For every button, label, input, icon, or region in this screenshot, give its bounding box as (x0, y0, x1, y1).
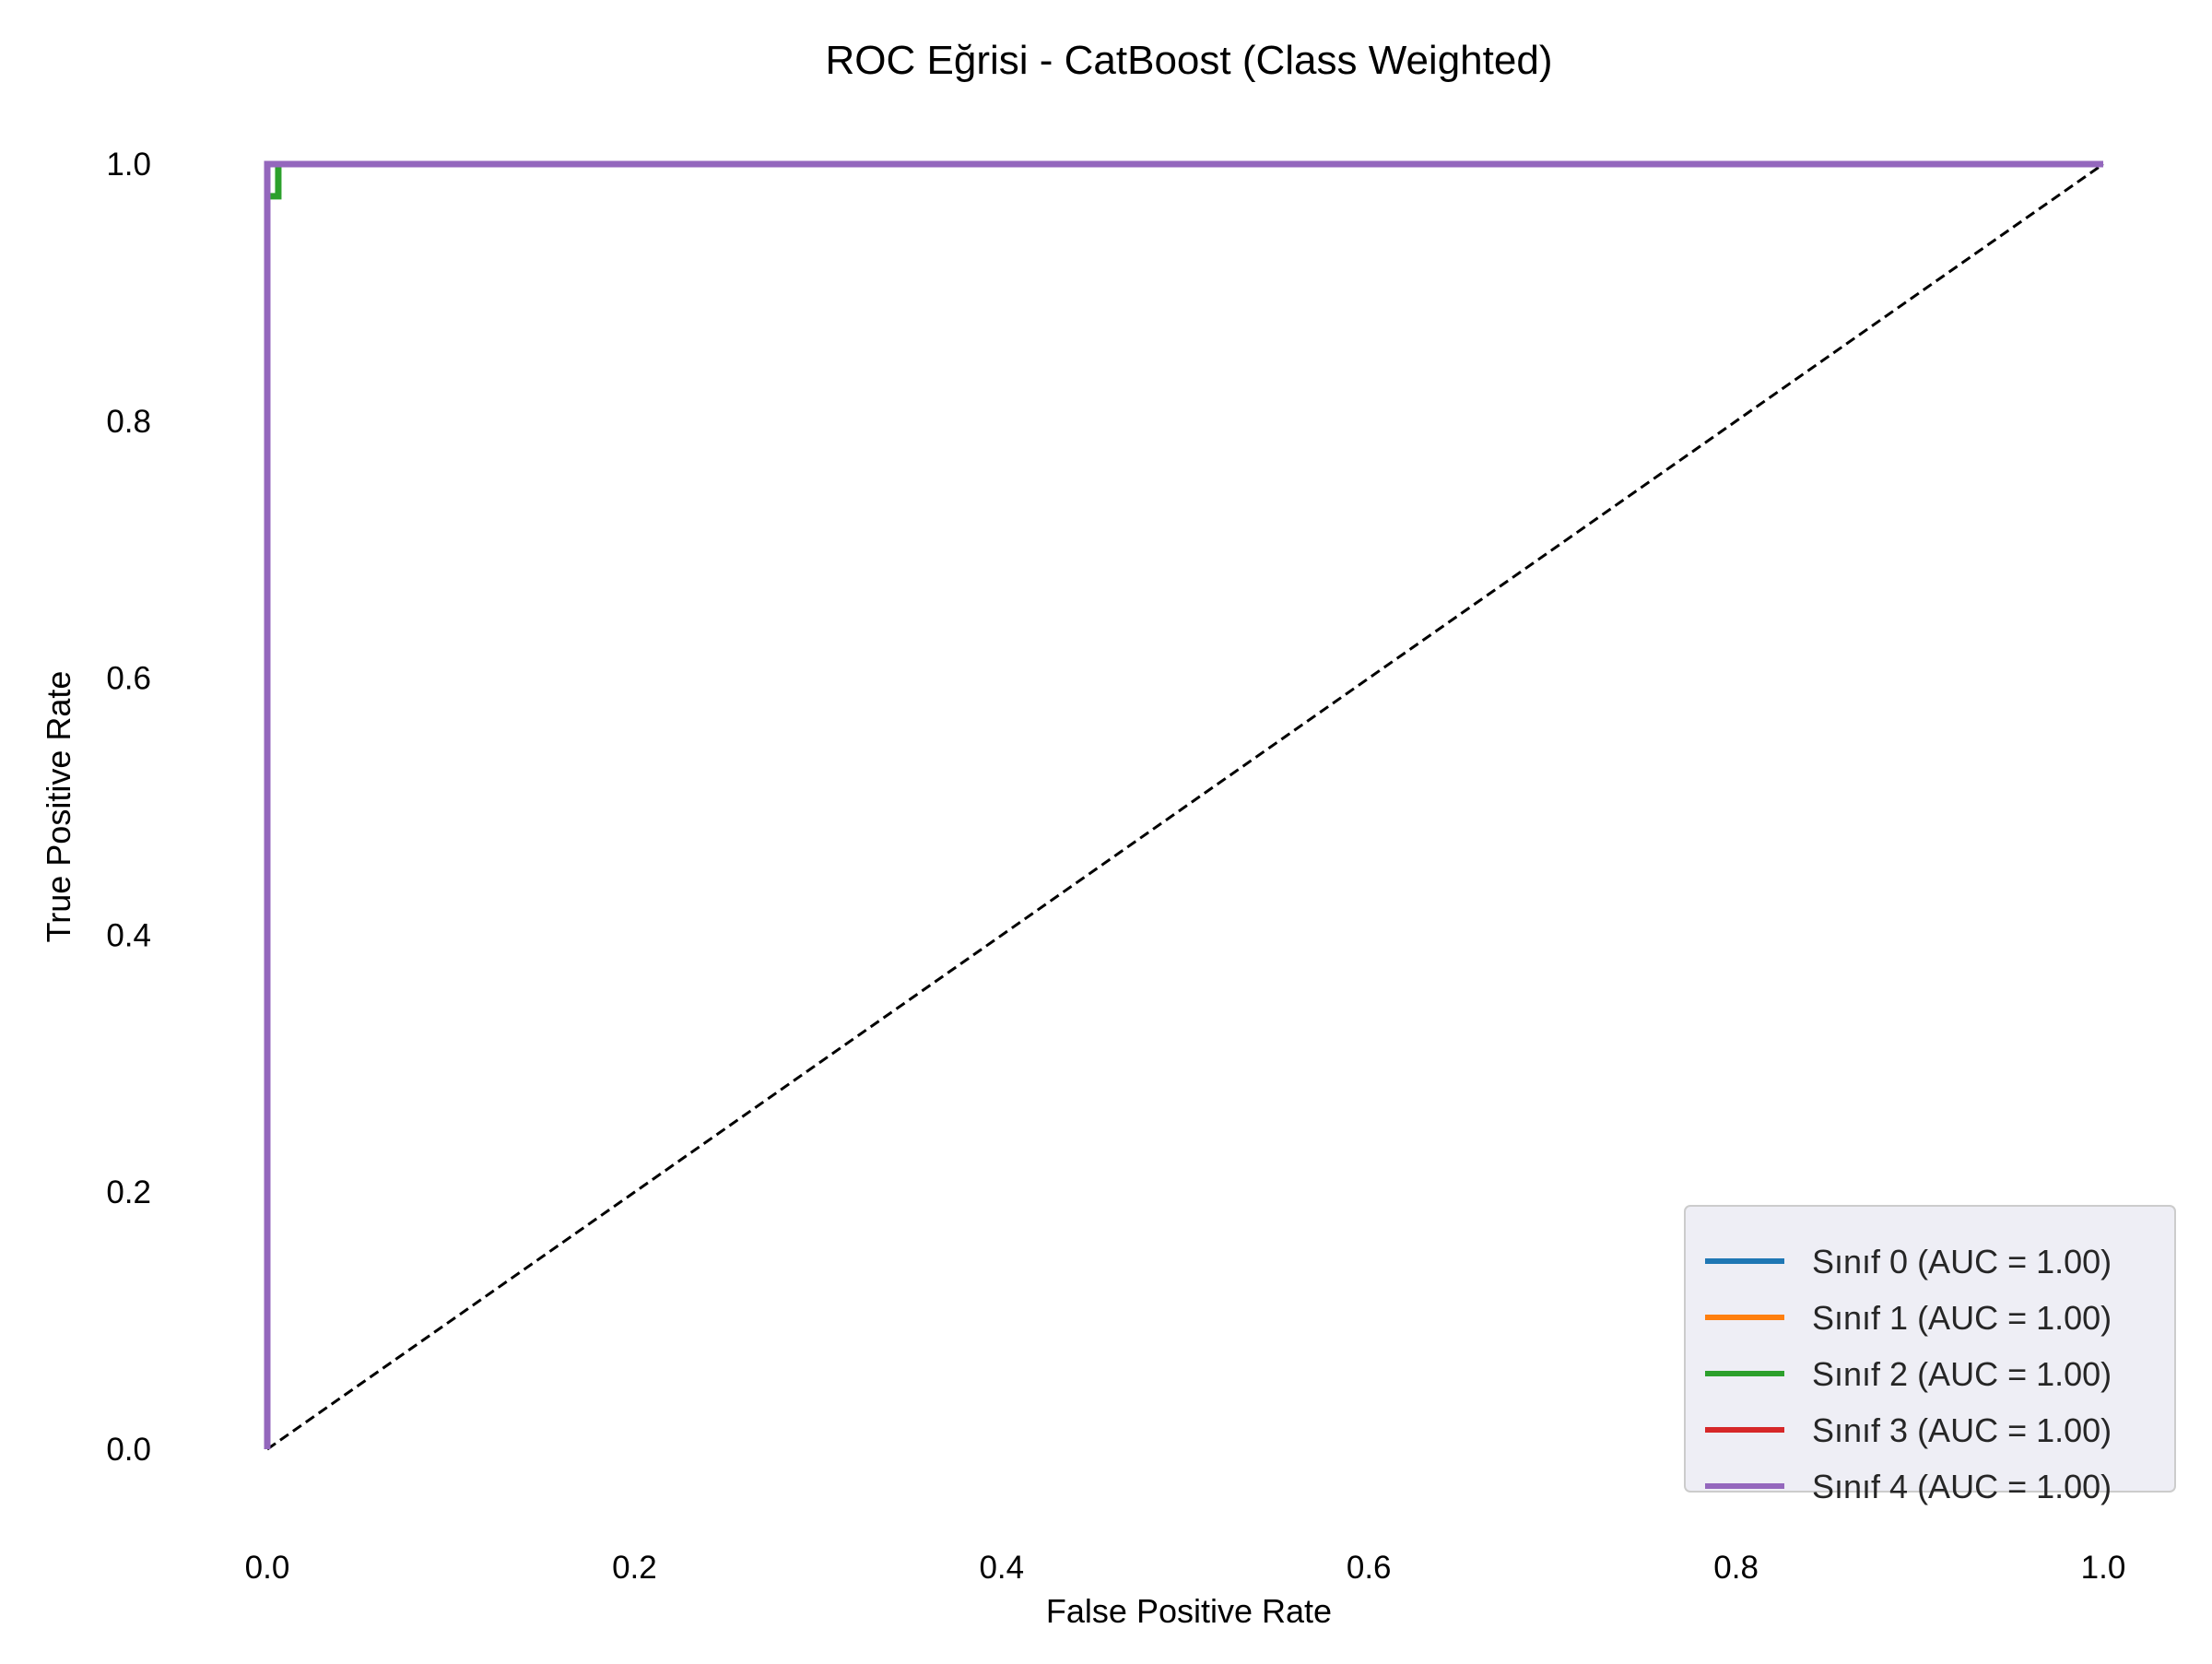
y-tick-label: 1.0 (106, 147, 151, 183)
x-tick-label: 0.0 (245, 1550, 290, 1586)
legend-label-4: Sınıf 4 (AUC = 1.00) (1812, 1468, 2112, 1505)
x-tick-label: 0.4 (979, 1550, 1024, 1586)
legend-items: Sınıf 0 (AUC = 1.00) Sınıf 1 (AUC = 1.00)… (1705, 1243, 2112, 1505)
x-tick-labels: 0.0 0.2 0.4 0.6 0.8 1.0 (245, 1550, 2126, 1586)
x-tick-label: 0.2 (612, 1550, 657, 1586)
y-tick-labels: 0.0 0.2 0.4 0.6 0.8 1.0 (106, 147, 151, 1468)
legend-label-1: Sınıf 1 (AUC = 1.00) (1812, 1299, 2112, 1337)
y-axis-label: True Positive Rate (40, 671, 77, 943)
x-tick-label: 0.6 (1347, 1550, 1392, 1586)
y-tick-label: 0.8 (106, 404, 151, 440)
reference-diagonal-line (266, 162, 2104, 1451)
x-axis-label: False Positive Rate (1046, 1592, 1332, 1630)
x-tick-label: 0.8 (1713, 1550, 1759, 1586)
chart-title: ROC Eğrisi - CatBoost (Class Weighted) (826, 38, 1553, 83)
reference-line-layer (266, 162, 2104, 1451)
legend-label-2: Sınıf 2 (AUC = 1.00) (1812, 1355, 2112, 1393)
y-tick-label: 0.0 (106, 1432, 151, 1468)
roc-series-line-4 (264, 160, 2103, 1449)
legend-label-0: Sınıf 0 (AUC = 1.00) (1812, 1243, 2112, 1280)
y-tick-label: 0.4 (106, 917, 151, 953)
y-tick-label: 0.2 (106, 1174, 151, 1210)
y-tick-label: 0.6 (106, 661, 151, 697)
legend-box (1684, 1205, 2176, 1493)
x-tick-label: 1.0 (2081, 1550, 2126, 1586)
legend-label-3: Sınıf 3 (AUC = 1.00) (1812, 1411, 2112, 1449)
series-layer (264, 160, 2103, 1449)
legend: Sınıf 0 (AUC = 1.00) Sınıf 1 (AUC = 1.00)… (1684, 1205, 2176, 1505)
